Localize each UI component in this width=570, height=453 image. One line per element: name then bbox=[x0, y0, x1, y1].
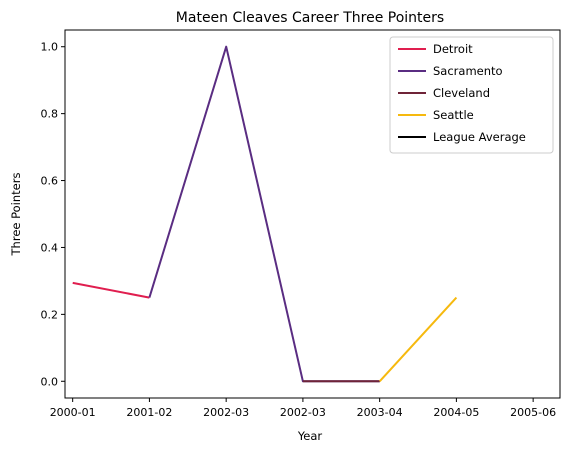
x-tick-label: 2003-04 bbox=[357, 406, 403, 419]
y-tick-label: 0.6 bbox=[41, 175, 59, 188]
x-tick-label: 2000-01 bbox=[50, 406, 96, 419]
legend-label: Cleveland bbox=[433, 86, 490, 100]
x-tick-label: 2002-03 bbox=[203, 406, 249, 419]
plot-frame bbox=[64, 29, 561, 399]
legend-label: Seattle bbox=[433, 108, 474, 122]
chart-title: Mateen Cleaves Career Three Pointers bbox=[176, 10, 444, 26]
y-tick-label: 0.4 bbox=[41, 241, 59, 254]
series-line-3 bbox=[378, 296, 458, 382]
series-line-0 bbox=[72, 281, 150, 299]
legend-label: Detroit bbox=[433, 42, 473, 56]
y-axis-label: Three Pointers bbox=[9, 173, 23, 257]
legend-label: League Average bbox=[433, 130, 526, 144]
y-tick-label: 0.8 bbox=[41, 108, 59, 121]
x-axis-label: Year bbox=[297, 429, 323, 443]
legend-box bbox=[389, 36, 554, 154]
x-tick-label: 2005-06 bbox=[510, 406, 556, 419]
legend: Detroit Sacramento Cleveland Seattle League … bbox=[389, 36, 554, 154]
y-tick-label: 0.2 bbox=[41, 308, 59, 321]
series-line-1 bbox=[148, 45, 380, 383]
y-tick-label: 1.0 bbox=[41, 41, 59, 54]
x-tick-label: 2004-05 bbox=[433, 406, 479, 419]
legend-label: Sacramento bbox=[433, 64, 503, 78]
x-tick-label: 2002-03 bbox=[280, 406, 326, 419]
y-tick-label: 0.0 bbox=[41, 375, 59, 388]
x-tick-label: 2001-02 bbox=[126, 406, 172, 419]
